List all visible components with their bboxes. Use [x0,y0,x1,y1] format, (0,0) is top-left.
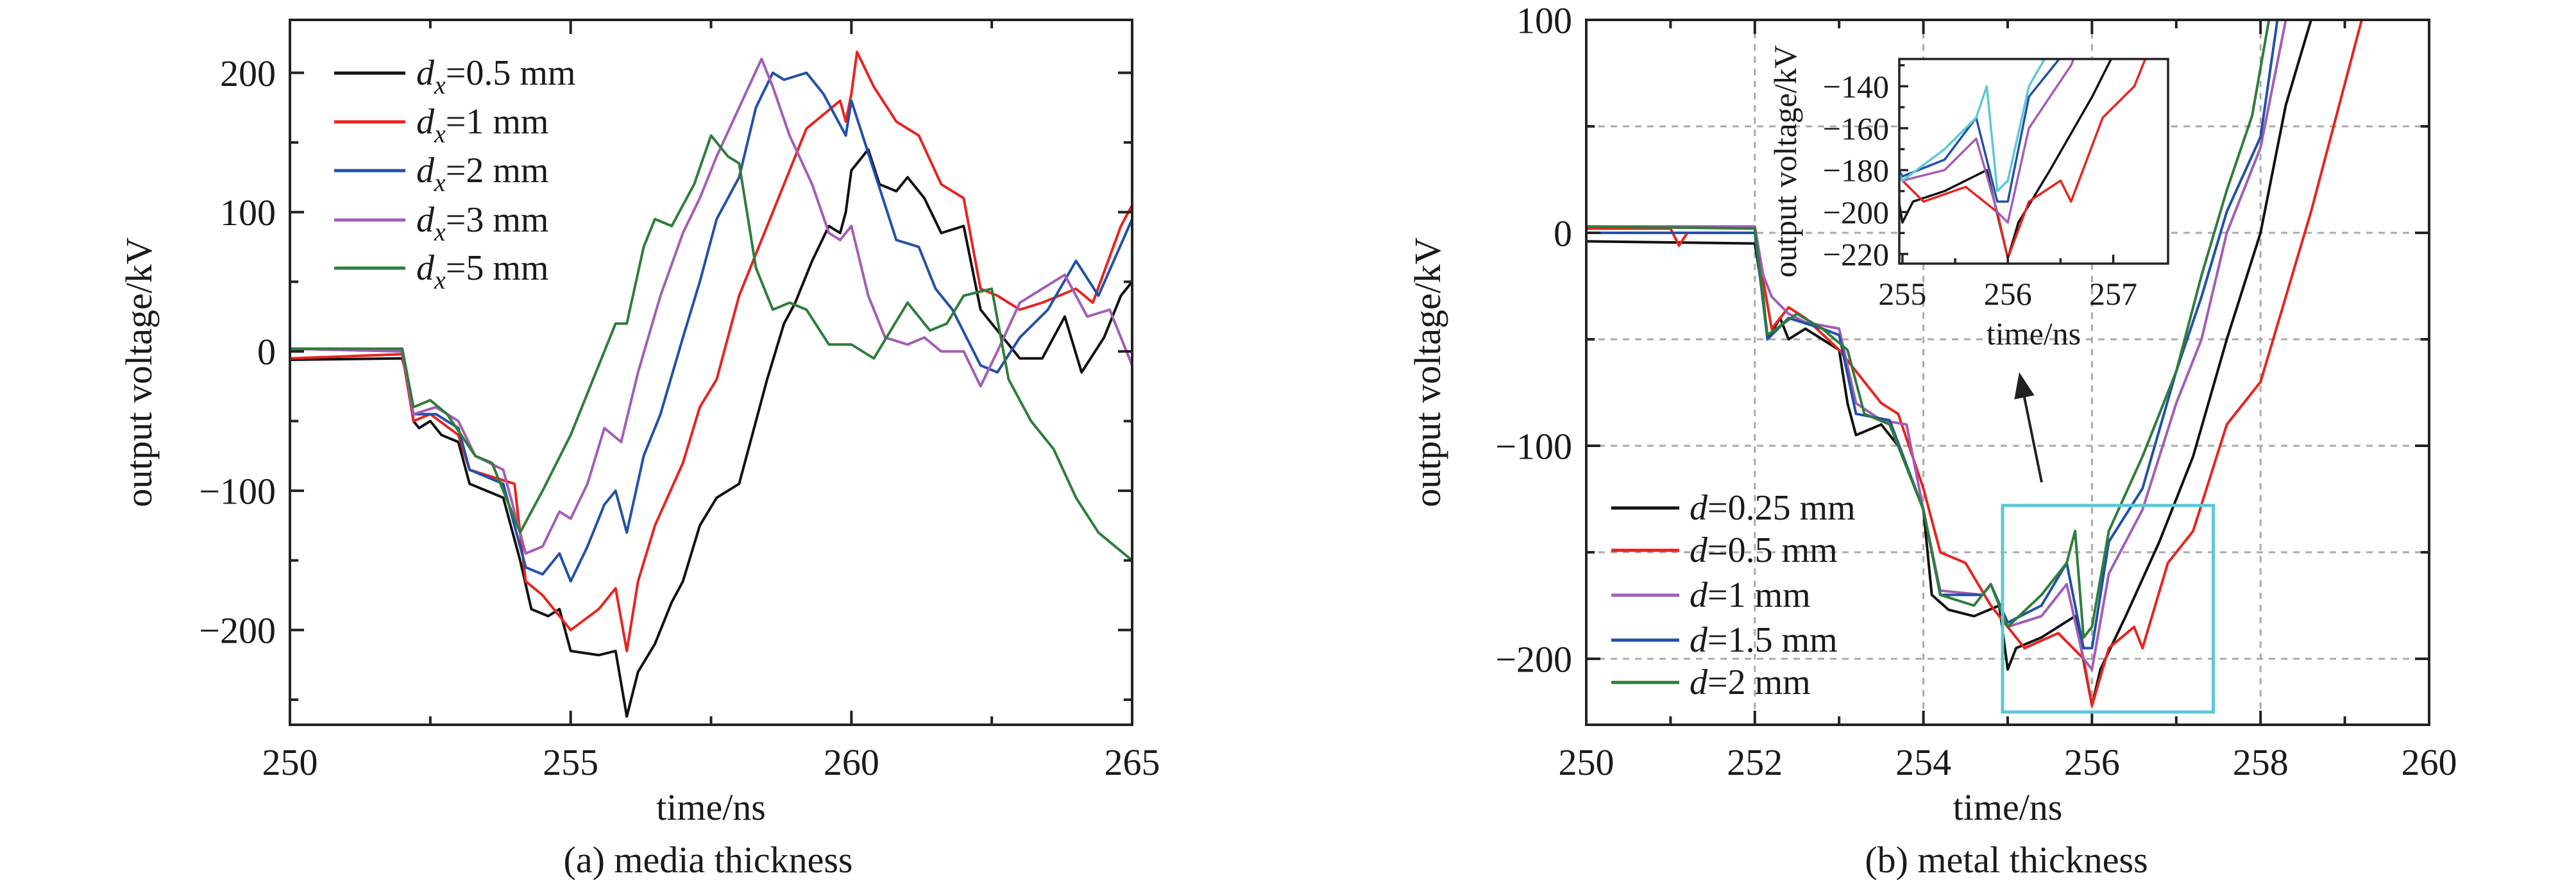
x-tick-label: 257 [2089,276,2137,312]
legend-value: =0.25 mm [1707,488,1856,528]
legend-label-2: d=0.5 mm [1690,530,1838,570]
y-axis-title: output voltage/kV [1407,237,1448,507]
legend-symbol: d [1690,575,1708,615]
legend-symbol: d [416,151,435,190]
legend-value: =1.5 mm [1707,620,1838,660]
legend-symbol: d [416,200,435,240]
legend-subscript: x [434,119,446,148]
y-axis-title: output voltage/kV [1767,45,1803,277]
plot-frame [1898,58,2169,265]
y-tick-label: 100 [220,192,276,233]
series-line-5 [1899,59,2046,192]
inset-chart: 255 256 257 −220 −200 −180 −160 −140 time/ns outp… [1767,45,2169,351]
x-tick-label: 260 [824,741,879,783]
caption-a: (a) media thickness [564,839,853,880]
legend-label-5: dx=5 mm [416,248,548,294]
legend-value: =3 mm [446,200,549,240]
y-tick-label: −160 [1823,110,1889,146]
x-tick-label: 255 [1878,276,1926,312]
y-tick-label: 200 [220,53,276,94]
legend-label-4: d=1.5 mm [1690,620,1838,660]
legend-label-4: dx=3 mm [416,200,548,246]
legend-symbol: d [416,53,435,93]
caption-b: (b) metal thickness [1865,839,2148,880]
legend-symbol: d [1690,663,1708,702]
y-axis-title: output voltage/kV [118,237,160,507]
legend-subscript: x [434,168,446,197]
series-group [1899,59,2147,260]
legend-value: =0.5 mm [1707,530,1838,570]
y-tick-label: −100 [1495,425,1572,467]
legend-value: =2 mm [446,151,549,190]
series-line-1 [1586,20,2312,707]
y-tick-label: −200 [199,610,276,652]
series-line-1 [290,148,1132,718]
y-tick-label: −140 [1823,69,1889,105]
y-tick-label: 0 [1554,212,1572,254]
chart-metal-thickness: 250 252 254 256 258 260 −200 −100 0 100 time/ns out… [1407,0,2457,828]
series-line-2 [290,51,1132,652]
legend-symbol: d [1690,488,1708,528]
series-group [290,51,1132,718]
legend-value: =1 mm [1707,575,1811,615]
inset-background [1899,59,2168,264]
x-tick-label: 256 [1984,276,2032,312]
series-line-3 [290,71,1132,583]
y-tick-label: −200 [1823,194,1889,230]
y-tick-label: −200 [1495,638,1572,680]
x-tick-label: 252 [1727,741,1783,783]
chart-media-thickness: 250 255 260 265 −200 −100 0 100 200 time/ns output… [118,19,1160,828]
legend-label-3: d=1 mm [1690,575,1811,615]
legend-subscript: x [434,71,446,99]
x-tick-label: 258 [2233,741,2289,783]
legend-value: =5 mm [446,248,549,288]
legend-value: =2 mm [1707,663,1811,702]
series-line-5 [1586,20,2271,639]
x-tick-label: 260 [2402,741,2457,783]
y-tick-label: −180 [1823,153,1889,189]
legend-label-5: d=2 mm [1690,663,1811,702]
y-tick-label: 100 [1516,0,1572,41]
x-tick-label: 250 [262,741,318,783]
y-tick-label: −220 [1823,236,1889,272]
legend-symbol: d [416,248,435,288]
y-tick-label: 0 [257,331,276,373]
legend-subscript: x [434,266,446,294]
x-tick-label: 250 [1559,741,1614,783]
series-line-1 [1899,59,2113,260]
legend-subscript: x [434,217,446,246]
zoom-region-box [2001,503,2215,714]
series-line-5 [290,134,1132,562]
x-tick-label: 254 [1895,741,1951,783]
zoom-arrow-icon [2014,372,2043,483]
x-tick-label: 265 [1105,741,1160,783]
legend-value: =0.5 mm [446,53,576,93]
series-group [1586,20,2363,707]
legend-value: =1 mm [446,102,549,142]
legend-label-1: dx=0.5 mm [416,53,575,99]
y-tick-label: −100 [199,470,276,512]
legend-symbol: d [416,102,435,142]
x-axis-title: time/ns [656,786,766,828]
legend-symbol: d [1690,530,1708,570]
legend-label-1: d=0.25 mm [1690,488,1856,528]
x-axis-title: time/ns [1987,316,2081,351]
legend-symbol: d [1690,620,1708,660]
legend-label-3: dx=2 mm [416,151,548,197]
x-tick-label: 256 [2064,741,2120,783]
x-axis-title: time/ns [1953,786,2063,828]
legend-label-2: dx=1 mm [416,102,548,148]
x-tick-label: 255 [543,741,598,783]
